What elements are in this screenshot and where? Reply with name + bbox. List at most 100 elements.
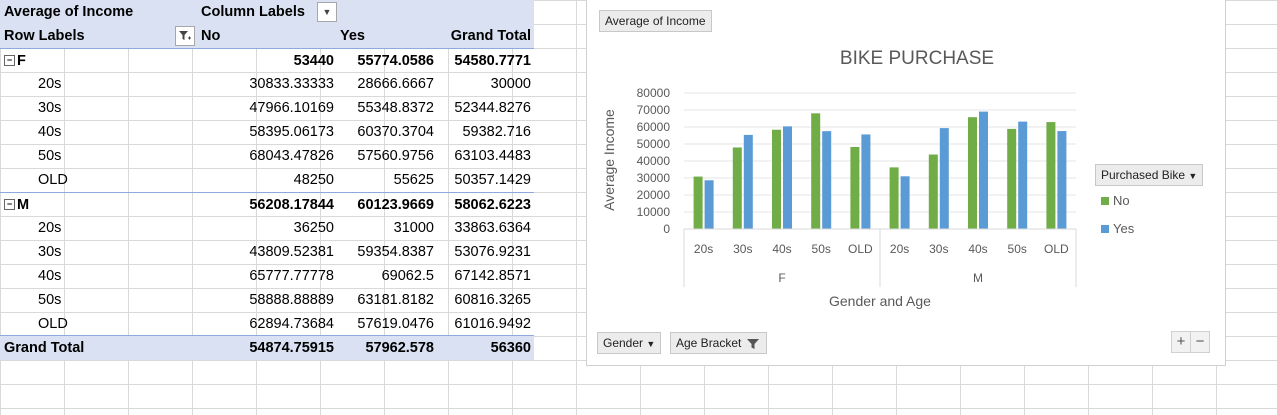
bar-yes[interactable] [939,128,949,229]
bar-no[interactable] [693,176,703,229]
group-row-f[interactable]: − F 53440 55774.0586 54580.7771 [0,48,534,73]
zoom-in-button[interactable]: + [1171,331,1191,353]
table-row[interactable]: OLD 48250 55625 50357.1429 [0,168,534,192]
value-cell: 62894.73684 [249,316,334,332]
value-cell: 59382.716 [462,124,531,140]
x-tick-label: OLD [848,242,873,256]
chevron-down-icon: ▼ [1188,171,1198,181]
y-tick-label: 0 [663,222,670,236]
value-cell: 33863.6364 [454,220,531,236]
bar-no[interactable] [811,113,821,229]
legend-item-no[interactable]: No [1101,193,1130,208]
table-row[interactable]: 20s 36250 31000 33863.6364 [0,216,534,240]
filter-icon [746,338,759,349]
bar-no[interactable] [928,154,938,229]
bar-no[interactable] [772,129,781,229]
y-tick-label: 10000 [637,205,671,219]
value-cell: 68043.47826 [249,148,334,164]
row-labels-header[interactable]: Row Labels [4,28,85,44]
pivot-chart[interactable]: Average of Income BIKE PURCHASE 0 10000 20… [586,0,1226,366]
bar-no[interactable] [968,117,977,229]
bar-yes[interactable] [783,126,792,229]
row-label: 50s [38,292,62,308]
y-tick-label: 30000 [637,171,671,185]
value-cell: 43809.52381 [249,244,334,260]
value-cell: 53076.9231 [454,244,531,260]
chart-title[interactable]: BIKE PURCHASE [839,48,995,69]
value-cell: 53440 [293,53,334,69]
group-label-f[interactable]: − F [4,49,26,73]
row-labels-filter-icon[interactable] [175,26,195,46]
value-cell: 59354.8387 [357,244,434,260]
row-label: OLD [38,316,68,332]
bar-yes[interactable] [861,134,871,229]
value-cell: 54874.75915 [249,340,334,356]
value-cell: 31000 [393,220,434,236]
value-cell: 65777.77778 [249,268,334,284]
value-cell: 61016.9492 [454,316,531,332]
bar-no[interactable] [1007,128,1017,229]
x-group-label: M [973,271,983,285]
value-cell: 57560.9756 [357,148,434,164]
grand-total-label: Grand Total [4,340,85,356]
chart-plot-area[interactable]: 0 10000 20000 30000 40000 50000 60000 70000 8000… [587,0,1225,365]
table-row[interactable]: 40s 65777.77778 69062.5 67142.8571 [0,264,534,288]
collapse-icon[interactable]: − [4,198,15,210]
x-tick-label: OLD [1044,242,1069,256]
bar-no[interactable] [1046,122,1056,229]
bar-no[interactable] [850,146,860,229]
value-cell: 30000 [490,76,531,92]
group-label-m[interactable]: − M [4,193,29,217]
gender-field-button[interactable]: Gender ▼ [597,332,662,354]
bar-yes[interactable] [979,111,988,229]
value-cell: 58888.88889 [249,292,334,308]
row-label: 20s [38,220,62,236]
value-cell: 36250 [293,220,334,236]
table-row[interactable]: 50s 58888.88889 63181.8182 60816.3265 [0,288,534,312]
bar-no[interactable] [889,167,899,229]
x-tick-label: 20s [890,242,909,256]
bar-yes[interactable] [704,180,714,229]
column-labels-filter-dropdown[interactable]: ▼ [317,2,337,22]
x-tick-label: 30s [733,242,752,256]
value-cell: 48250 [293,172,334,188]
group-row-m[interactable]: − M 56208.17844 60123.9669 58062.6223 [0,192,534,217]
zoom-out-button[interactable]: − [1190,331,1210,353]
row-label: 50s [38,148,62,164]
table-row[interactable]: 40s 58395.06173 60370.3704 59382.716 [0,120,534,144]
value-field-label[interactable]: Average of Income [4,4,134,20]
grand-total-row[interactable]: Grand Total 54874.75915 57962.578 56360 [0,335,534,360]
value-cell: 28666.6667 [357,76,434,92]
x-tick-label: 20s [694,242,713,256]
bar-yes[interactable] [1018,121,1028,229]
y-tick-label: 60000 [637,120,671,134]
bar-yes[interactable] [900,176,910,229]
legend-swatch-no [1101,197,1109,205]
value-cell: 55774.0586 [357,53,434,69]
table-row[interactable]: 20s 30833.33333 28666.6667 30000 [0,72,534,96]
age-bracket-field-button[interactable]: Age Bracket [670,332,767,354]
value-cell: 60123.9669 [357,197,434,213]
x-tick-label: 40s [968,242,987,256]
bar-no[interactable] [732,147,742,229]
value-cell: 57962.578 [365,340,434,356]
bar-yes[interactable] [1057,131,1067,229]
bar-yes[interactable] [822,131,832,229]
value-cell: 58062.6223 [454,197,531,213]
value-field-button[interactable]: Average of Income [599,10,712,32]
column-labels-header[interactable]: Column Labels [201,4,305,20]
legend-field-button[interactable]: Purchased Bike ▼ [1095,164,1204,186]
x-tick-label: 50s [812,242,831,256]
row-label: 40s [38,268,62,284]
table-row[interactable]: OLD 62894.73684 57619.0476 61016.9492 [0,312,534,336]
bar-yes[interactable] [743,134,753,229]
legend-item-yes[interactable]: Yes [1101,221,1134,236]
value-cell: 54580.7771 [454,53,531,69]
value-cell: 58395.06173 [249,124,334,140]
row-label: 30s [38,100,62,116]
table-row[interactable]: 30s 47966.10169 55348.8372 52344.8276 [0,96,534,120]
table-row[interactable]: 30s 43809.52381 59354.8387 53076.9231 [0,240,534,264]
collapse-icon[interactable]: − [4,54,15,66]
table-row[interactable]: 50s 68043.47826 57560.9756 63103.4483 [0,144,534,168]
y-tick-label: 50000 [637,137,671,151]
